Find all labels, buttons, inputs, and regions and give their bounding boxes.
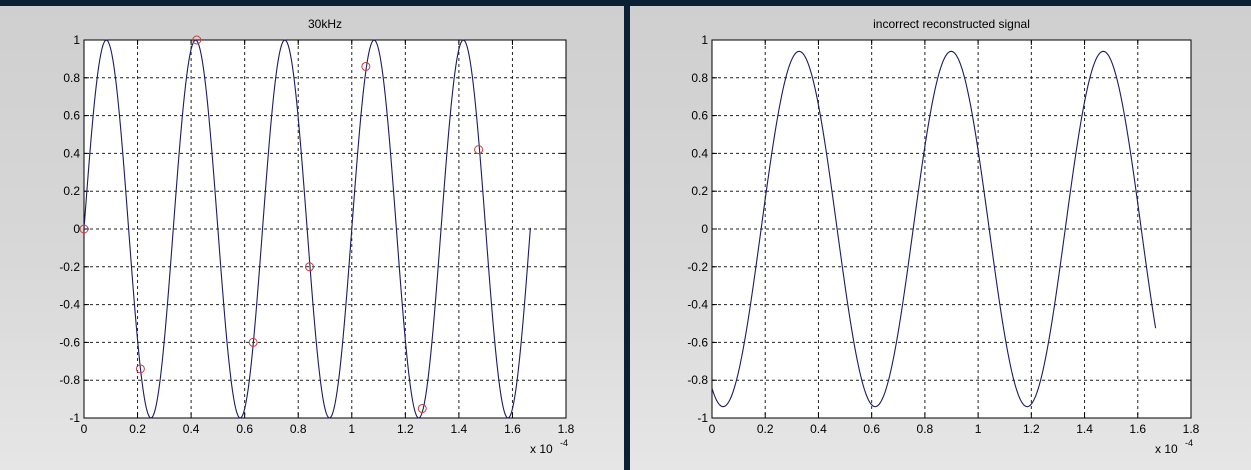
right-x-tick-label: 0.2 [757,422,774,436]
right-y-tick-label: -0.2 [687,260,708,274]
right-x-tick-label: 0 [709,422,716,436]
left-sample-point [79,224,89,234]
left-x-exponent-label: x 10 [530,442,553,456]
left-x-exponent-power: -4 [560,438,568,448]
right-x-tick-label: 1.2 [1023,422,1040,436]
right-y-tick-label: 0.4 [691,146,708,160]
left-y-tick-label: 0.4 [63,146,80,160]
right-x-tick-label: 1.4 [1076,422,1093,436]
right-x-tick-label: 1 [975,422,982,436]
right-y-tick-label: -0.6 [687,335,708,349]
left-sample-markers [79,35,484,414]
right-y-tick-label: 0 [701,222,708,236]
left-y-tick-label: -0.8 [59,373,80,387]
right-plot-area [712,40,1191,418]
right-x-tick-label: 0.6 [863,422,880,436]
right-x-exponent-power: -4 [1185,438,1193,448]
right-x-tick-label: 0.4 [810,422,827,436]
chart-30khz: 30kHz 0 0.2 0.4 0.6 0.8 1 1.2 1.4 1.6 1.8 1 0.8 0.6 0.… [59,17,575,456]
left-x-tick-label: 1.6 [504,422,521,436]
right-x-tick-label: 1.6 [1129,422,1146,436]
right-y-tick-label: -0.4 [687,298,708,312]
chart-incorrect-reconstructed-signal: incorrect reconstructed signal 0 0.2 0.4 0.6… [687,17,1200,456]
left-y-tick-label: -0.6 [59,335,80,349]
left-sample-point [474,145,484,155]
right-x-tick-label: 0.8 [917,422,934,436]
left-y-tick-label: 1 [73,33,80,47]
left-grid [84,40,566,418]
left-sample-point [135,364,145,374]
left-y-tick-label: 0.8 [63,71,80,85]
left-x-tick-label: 1.2 [397,422,414,436]
left-title: 30kHz [308,17,342,31]
right-signal-line [711,50,1157,408]
left-y-tick-label: 0.2 [63,184,80,198]
left-x-tick-label: 0.4 [183,422,200,436]
right-title: incorrect reconstructed signal [873,17,1030,31]
left-x-tick-label: 1 [348,422,355,436]
right-y-tick-label: -1 [697,411,708,425]
left-sample-point [248,337,258,347]
right-y-tick-label: 0.6 [691,109,708,123]
right-y-tick-label: -0.8 [687,373,708,387]
left-x-tick-label: 0 [81,422,88,436]
right-y-tick-label: 0.8 [691,71,708,85]
left-y-tick-label: 0 [73,222,80,236]
left-y-tick-label: 0.6 [63,109,80,123]
left-signal-line [83,39,531,419]
left-figure-panel: 30kHz 0 0.2 0.4 0.6 0.8 1 1.2 1.4 1.6 1.8 1 0.8 0.6 0.… [0,6,624,470]
left-y-tick-label: -0.4 [59,298,80,312]
left-sample-point [361,61,371,71]
right-x-exponent-label: x 10 [1155,442,1178,456]
right-x-tick-label: 1.8 [1183,422,1200,436]
right-y-tick-label: 0.2 [691,184,708,198]
right-axes-frame [711,39,1192,419]
left-x-tick-label: 0.6 [236,422,253,436]
left-x-tick-label: 0.2 [129,422,146,436]
left-x-tick-label: 0.8 [290,422,307,436]
left-y-tick-label: -0.2 [59,260,80,274]
left-sample-point [304,262,314,272]
left-sample-point [192,35,202,45]
left-y-tick-label: -1 [69,411,80,425]
left-x-tick-label: 1.4 [451,422,468,436]
left-x-tick-label: 1.8 [558,422,575,436]
right-y-tick-label: 1 [701,33,708,47]
left-sample-point [417,404,427,414]
right-figure-panel: incorrect reconstructed signal 0 0.2 0.4 0.6… [630,6,1251,470]
